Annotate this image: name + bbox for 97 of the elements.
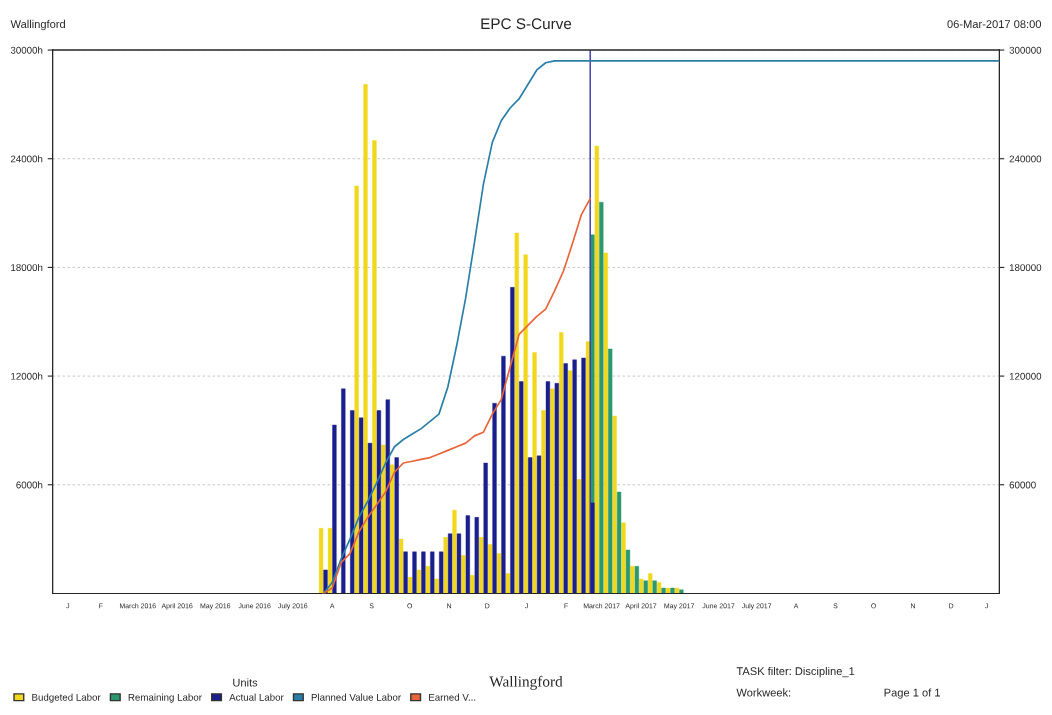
bar [425,566,430,594]
bar [625,549,631,594]
bar [581,357,586,594]
y-tick-label: 6000h [16,481,43,489]
text: Page 1 of 1 [884,688,940,699]
bar [363,84,368,594]
bar [528,457,533,594]
bar [447,533,453,594]
legend-title: Units [233,678,258,687]
bar [465,515,470,594]
bar [341,388,346,594]
y2-tick-label: 240000 [1009,155,1042,163]
bar [381,444,386,594]
bar [661,587,666,594]
bar [510,287,515,594]
bar [608,348,613,594]
bar [434,578,439,594]
line-series [322,197,592,594]
bar [643,580,648,594]
bar [456,533,462,594]
bar [350,410,355,594]
bar [670,587,675,594]
bar [594,145,599,594]
bar [412,551,417,594]
bar [568,370,573,594]
y-tick-label: 12000h [11,372,43,380]
bar [367,442,373,594]
bar [496,553,502,594]
bar [563,363,568,594]
text: Wallingford [489,675,563,690]
legend-label: Actual Labor [229,693,284,701]
bar [634,566,639,594]
bar [652,580,657,594]
bar [657,582,662,594]
bar [599,201,604,594]
bar [492,403,497,594]
legend-label: Budgeted Labor [32,693,101,703]
y2-tick-label: 60000 [1009,481,1036,489]
bar [639,578,644,594]
bar [603,252,608,594]
bar [439,551,444,594]
bar [416,569,422,594]
bar [394,457,399,594]
bar [576,479,582,594]
y2-tick-label: 180000 [1009,264,1042,272]
bar [399,538,404,594]
bar [514,232,519,594]
bar [479,537,484,594]
bar [470,575,475,594]
bar [332,424,337,594]
bar [679,589,684,594]
bar [648,573,653,594]
legend-label: Earned V... [429,693,476,701]
bar [354,185,359,594]
bar [523,254,528,594]
bar [390,464,395,594]
line-series [322,60,1000,594]
bar [483,462,488,594]
legend-label: Remaining Labor [128,693,202,703]
text: 06-Mar-2017 08:00 [947,20,1042,29]
bar [572,359,577,594]
bar [559,332,564,594]
bar [616,491,622,594]
bar [550,388,555,594]
text: Wallingford [10,19,65,31]
bar [372,140,377,594]
bar [554,383,559,594]
bar [532,352,537,594]
bar [327,528,333,594]
legend-label: Planned Value Labor [311,693,401,701]
bar [376,410,382,594]
bar [403,551,408,594]
bar [612,415,617,594]
text: TASK filter: Discipline_1 [736,666,855,678]
bar [536,455,542,594]
y2-tick-label: 120000 [1009,372,1042,380]
bar [665,587,671,594]
bar [443,537,448,594]
bar [421,551,426,594]
y2-tick-label: 300000 [1009,46,1042,54]
bar [407,576,413,594]
bar [318,528,324,594]
bar [487,544,493,594]
bar [430,551,435,594]
bar [501,355,506,594]
bar [385,399,390,594]
y-tick-label: 30000h [10,46,43,54]
text: Workweek: [736,688,791,697]
y-tick-label: 18000h [11,263,43,272]
bar [545,381,551,594]
bar [674,587,680,594]
bar [358,417,364,594]
bar [519,381,524,594]
bar [505,573,511,594]
bar [474,517,479,594]
y-tick-label: 24000h [10,155,43,163]
chart-title: EPC S-Curve [481,18,572,30]
